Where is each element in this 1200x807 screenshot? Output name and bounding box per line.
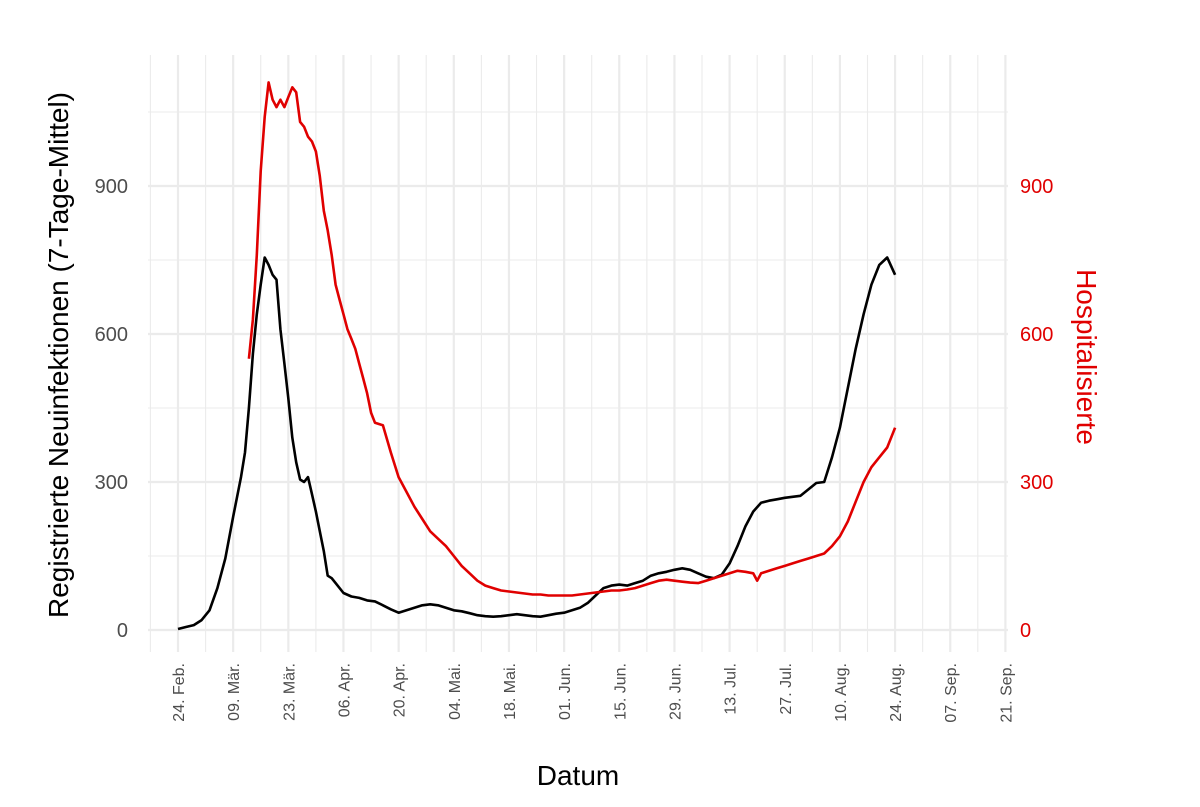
y-axis-left-ticks: 0 300 600 900: [95, 176, 128, 642]
series-layer: [177, 81, 897, 631]
y-axis-right-title: Hospitalisierte: [1071, 269, 1102, 445]
x-tick-label: 27. Jul.: [778, 663, 795, 715]
x-tick-label: 07. Sep.: [943, 663, 960, 723]
x-tick-label: 13. Jul.: [723, 663, 740, 715]
grid-major: [148, 55, 1008, 652]
x-tick-label: 29. Jun.: [667, 663, 684, 720]
x-axis-title: Datum: [537, 760, 619, 791]
y-tick-right-label: 0: [1020, 620, 1031, 642]
x-tick-label: 09. Mär.: [226, 663, 243, 721]
y-tick-left-label: 300: [95, 472, 128, 494]
x-tick-label: 04. Mai.: [447, 663, 464, 720]
y-tick-right-label: 300: [1020, 472, 1053, 494]
x-tick-label: 24. Aug.: [888, 663, 905, 722]
y-axis-right-ticks: 0 300 600 900: [1020, 176, 1053, 642]
x-tick-label: 15. Jun.: [612, 663, 629, 720]
x-tick-label: 06. Apr.: [337, 663, 354, 717]
y-tick-left-label: 900: [95, 176, 128, 198]
x-tick-label: 24. Feb.: [171, 663, 188, 722]
x-tick-label: 01. Jun.: [557, 663, 574, 720]
x-tick-label: 18. Mai.: [502, 663, 519, 720]
x-tick-label: 20. Apr.: [392, 663, 409, 717]
series-line-infections: [177, 256, 897, 631]
x-tick-label: 10. Aug.: [833, 663, 850, 722]
y-axis-left-title: Registrierte Neuinfektionen (7-Tage-Mitt…: [43, 92, 74, 618]
y-tick-right-label: 600: [1020, 324, 1053, 346]
series-line-hospitalized: [247, 81, 897, 597]
y-tick-right-label: 900: [1020, 176, 1053, 198]
x-tick-label: 21. Sep.: [998, 663, 1015, 723]
y-tick-left-label: 0: [117, 620, 128, 642]
x-tick-label: 23. Mär.: [281, 663, 298, 721]
y-tick-left-label: 600: [95, 324, 128, 346]
x-axis-ticks: 24. Feb. 09. Mär. 23. Mär. 06. Apr. 20. Apr.…: [171, 663, 1015, 723]
grid-minor: [148, 55, 1008, 652]
